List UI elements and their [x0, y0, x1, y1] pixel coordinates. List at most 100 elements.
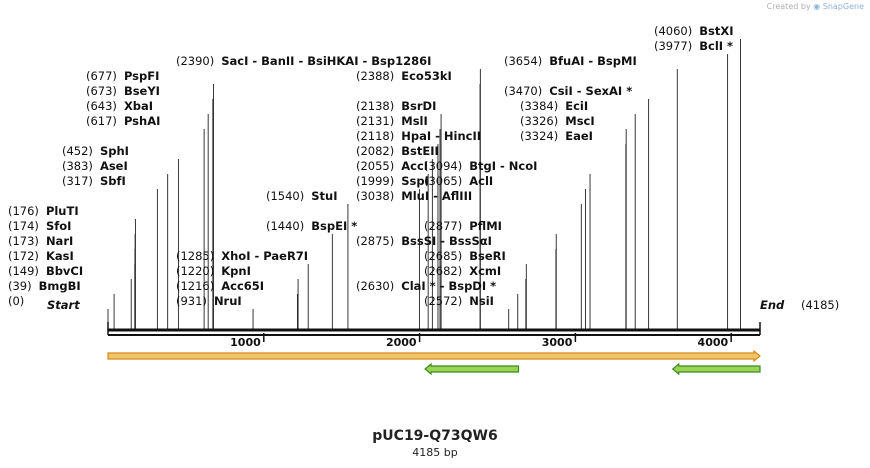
enzyme-name: SbfI [100, 174, 126, 188]
site-position: (2685) [424, 249, 462, 263]
enzyme-name: MluI - AflIII [401, 189, 472, 203]
enzyme-name: BspEI * [311, 219, 357, 233]
site-position: (2082) [356, 144, 394, 158]
restriction-site-label: (3038) MluI - AflIII [356, 189, 472, 203]
sequence-backbone [107, 322, 761, 336]
enzyme-name: XcmI [469, 264, 501, 278]
site-position: (673) [86, 84, 117, 98]
restriction-site-label: (149) BbvCI [8, 264, 83, 278]
enzyme-name: BstXI [699, 24, 733, 38]
restriction-site-label: (3065) AclI [424, 174, 493, 188]
site-position: (174) [8, 219, 39, 233]
restriction-site-label: (3654) BfuAI - BspMI [504, 54, 637, 68]
enzyme-name: KasI [46, 249, 74, 263]
restriction-site-label: (2390) SacI - BanII - BsiHKAI - Bsp1286I [176, 54, 431, 68]
restriction-site-label: (617) PshAI [86, 114, 160, 128]
site-position: (1440) [266, 219, 304, 233]
restriction-site-label: (4060) BstXI [654, 24, 734, 38]
green-feature-1 [424, 362, 520, 376]
enzyme-name: PluTI [46, 204, 79, 218]
ruler-tick-label: 2000 [386, 336, 417, 349]
site-position: (2390) [176, 54, 214, 68]
site-position: (383) [62, 159, 93, 173]
plasmid-length: 4185 bp [412, 446, 458, 459]
restriction-site-label: (677) PspFI [86, 69, 159, 83]
enzyme-name: SacI - BanII - BsiHKAI - Bsp1286I [221, 54, 431, 68]
enzyme-name: SspI [401, 174, 429, 188]
site-position: (2131) [356, 114, 394, 128]
orange-feature [107, 349, 761, 363]
site-position: (176) [8, 204, 39, 218]
site-position: (1220) [176, 264, 214, 278]
site-position: (1285) [176, 249, 214, 263]
watermark: Created by ◉ SnapGene [767, 2, 864, 11]
enzyme-name: MscI [565, 114, 594, 128]
enzyme-name: SfoI [46, 219, 71, 233]
enzyme-name: PspFI [124, 69, 159, 83]
enzyme-name: Acc65I [221, 279, 264, 293]
restriction-site-label: (1999) SspI [356, 174, 429, 188]
restriction-site-label: (317) SbfI [62, 174, 126, 188]
site-position: (3324) [520, 129, 558, 143]
restriction-site-label: (3324) EaeI [520, 129, 593, 143]
end-position: (4185) [801, 298, 839, 312]
restriction-site-label: (643) XbaI [86, 99, 153, 113]
ruler-tick-label: 3000 [542, 336, 573, 349]
site-position: (931) [176, 294, 207, 308]
restriction-site-label: (2131) MslI [356, 114, 428, 128]
enzyme-name: BssSI - BssSαI [401, 234, 492, 248]
site-position: (317) [62, 174, 93, 188]
enzyme-name: HpaI - HincII [401, 129, 481, 143]
enzyme-name: BseRI [469, 249, 506, 263]
restriction-site-label: (172) KasI [8, 249, 74, 263]
enzyme-name: AclI [469, 174, 493, 188]
site-position: (643) [86, 99, 117, 113]
site-position: (3384) [520, 99, 558, 113]
watermark-prefix: Created by [766, 2, 811, 11]
enzyme-name: BclI * [699, 39, 733, 53]
site-position: (2682) [424, 264, 462, 278]
site-position: (2875) [356, 234, 394, 248]
start-label: Start [47, 298, 80, 312]
site-position: (3038) [356, 189, 394, 203]
restriction-site-label: (1285) XhoI - PaeR7I [176, 249, 308, 263]
restriction-site-label: (174) SfoI [8, 219, 71, 233]
enzyme-name: ClaI * - BspDI * [401, 279, 496, 293]
enzyme-name: NruI [214, 294, 242, 308]
site-position: (3094) [424, 159, 462, 173]
enzyme-name: NsiI [469, 294, 494, 308]
enzyme-name: EaeI [565, 129, 593, 143]
restriction-site-label: (2572) NsiI [424, 294, 494, 308]
enzyme-name: PshAI [124, 114, 160, 128]
site-position: (1216) [176, 279, 214, 293]
restriction-site-label: (2875) BssSI - BssSαI [356, 234, 492, 248]
restriction-site-label: (1540) StuI [266, 189, 338, 203]
snapgene-logo-icon: ◉ [813, 2, 821, 11]
enzyme-name: BtgI - NcoI [469, 159, 537, 173]
enzyme-name: MslI [401, 114, 428, 128]
restriction-site-label: (1220) KpnI [176, 264, 251, 278]
enzyme-name: CsiI - SexAI * [549, 84, 632, 98]
restriction-site-label: (3977) BclI * [654, 39, 733, 53]
restriction-site-label: (452) SphI [62, 144, 129, 158]
enzyme-name: XbaI [124, 99, 153, 113]
enzyme-name: AccI [401, 159, 428, 173]
ruler-tick-label: 4000 [698, 336, 729, 349]
enzyme-name: Eco53kI [401, 69, 452, 83]
restriction-site-label: (931) NruI [176, 294, 242, 308]
enzyme-name: BmgBI [39, 279, 81, 293]
restriction-site-label: (1440) BspEI * [266, 219, 357, 233]
site-position: (2877) [424, 219, 462, 233]
enzyme-name: BsrDI [401, 99, 436, 113]
enzyme-name: AseI [100, 159, 128, 173]
end-label: End [760, 298, 785, 312]
site-position: (149) [8, 264, 39, 278]
restriction-site-label: (2082) BstEII [356, 144, 439, 158]
site-position: (0) [8, 294, 24, 308]
ruler-tick-label: 1000 [230, 336, 261, 349]
site-position: (1999) [356, 174, 394, 188]
restriction-site-label: (1216) Acc65I [176, 279, 264, 293]
site-position: (2055) [356, 159, 394, 173]
site-labels: (0)(39) BmgBI(149) BbvCI (172) KasI (173) NarI… [8, 24, 734, 308]
